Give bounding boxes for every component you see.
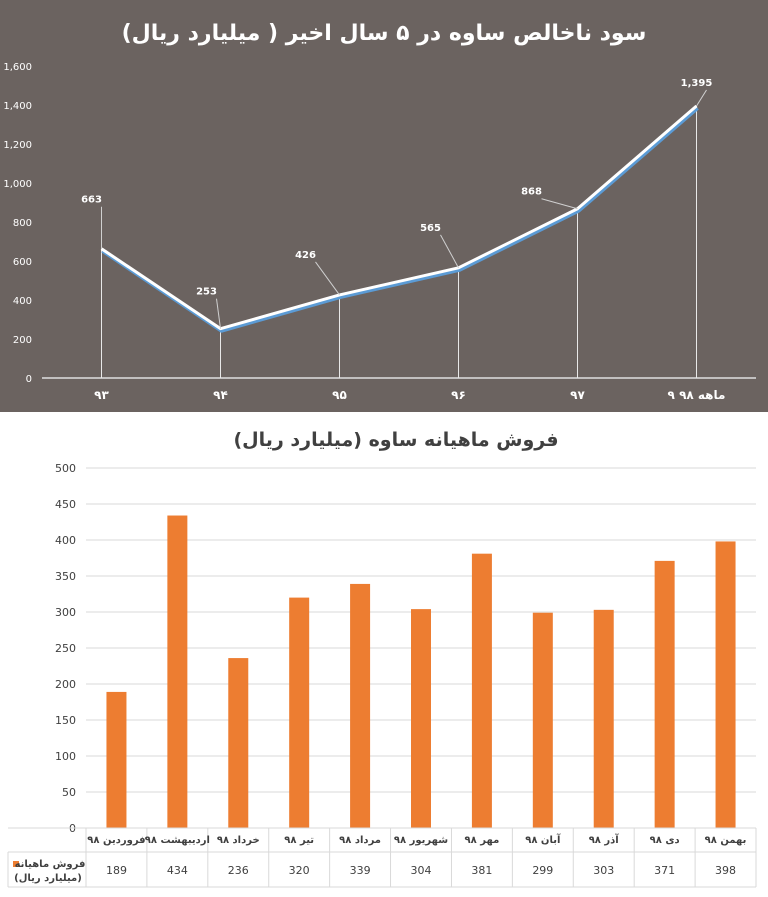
- table-value: 381: [471, 864, 492, 877]
- data-label-leader: [315, 261, 340, 296]
- x-tick-label: ۹۵: [332, 388, 347, 402]
- x-tick-label: اردیبهشت ۹۸: [145, 835, 210, 846]
- y-tick-label: 250: [55, 642, 76, 655]
- table-value: 434: [167, 864, 188, 877]
- sales-bar: [471, 553, 492, 828]
- data-label: 565: [420, 223, 441, 234]
- y-tick-label: 200: [55, 678, 76, 691]
- sales-bar: [228, 658, 249, 828]
- profit-line-shadow: [101, 106, 699, 333]
- table-value: 304: [411, 864, 432, 877]
- y-tick-label: 350: [55, 570, 76, 583]
- y-tick-label: 1,600: [3, 62, 32, 73]
- y-tick-label: 450: [55, 498, 76, 511]
- data-label: 426: [295, 250, 316, 261]
- x-tick-label: مهر ۹۸: [465, 835, 500, 846]
- data-label-leader: [696, 89, 707, 107]
- data-label-leader: [440, 234, 459, 269]
- profit-chart-panel: سود ناخالص ساوه در ۵ سال اخیر ( میلیارد …: [0, 0, 768, 412]
- table-value: 303: [593, 864, 614, 877]
- y-tick-label: 100: [55, 750, 76, 763]
- data-label: 868: [521, 187, 542, 198]
- data-label: 663: [81, 195, 102, 206]
- sales-bar-chart: فروش ماهیانه ساوه (میلیارد ریال) 0501001…: [7, 429, 757, 888]
- legend-label: فروش ماهیانه: [15, 859, 86, 870]
- x-tick-label: فروردین ۹۸: [87, 835, 145, 846]
- table-value: 236: [228, 864, 249, 877]
- sales-bar: [715, 541, 736, 828]
- x-tick-label: آبان ۹۸: [525, 833, 561, 846]
- table-value: 339: [350, 864, 371, 877]
- sales-bar: [532, 612, 553, 828]
- y-tick-label: 1,000: [3, 179, 32, 190]
- y-tick-label: 800: [13, 218, 32, 229]
- x-tick-label: ۹۴: [213, 388, 228, 402]
- x-tick-label: دی ۹۸: [650, 835, 680, 846]
- sales-chart-title: فروش ماهیانه ساوه (میلیارد ریال): [233, 429, 558, 451]
- profit-line-chart: سود ناخالص ساوه در ۵ سال اخیر ( میلیارد …: [3, 21, 756, 402]
- x-tick-label: شهریور ۹۸: [394, 835, 448, 846]
- y-tick-label: 50: [62, 786, 76, 799]
- sales-chart-panel: فروش ماهیانه ساوه (میلیارد ریال) 0501001…: [0, 412, 768, 897]
- y-tick-label: 1,400: [3, 101, 32, 112]
- profit-chart-title: سود ناخالص ساوه در ۵ سال اخیر ( میلیارد …: [122, 21, 647, 46]
- sales-bar: [350, 583, 371, 828]
- y-tick-label: 400: [13, 296, 32, 307]
- x-tick-label: مرداد ۹۸: [339, 835, 381, 846]
- legend-swatch: [13, 861, 19, 867]
- sales-bar: [593, 609, 614, 828]
- data-label-leader: [541, 198, 578, 210]
- x-tick-label: ۹۶: [451, 388, 466, 402]
- x-tick-label: ۹۳: [94, 388, 109, 402]
- profit-line: [100, 104, 698, 331]
- x-tick-label: ۹۷: [570, 388, 585, 402]
- sales-bar: [167, 515, 188, 828]
- y-tick-label: 500: [55, 462, 76, 475]
- table-value: 371: [654, 864, 675, 877]
- legend-label: (میلیارد ریال): [14, 873, 82, 884]
- sales-bar: [411, 609, 431, 828]
- x-tick-label: آذر ۹۸: [589, 833, 620, 846]
- sales-bar: [106, 691, 127, 828]
- sales-bar: [654, 560, 675, 828]
- y-tick-label: 0: [26, 374, 32, 385]
- x-tick-label: ۹ ماهه ۹۸: [668, 388, 726, 402]
- y-tick-label: 150: [55, 714, 76, 727]
- data-label-leader: [216, 298, 221, 329]
- y-tick-label: 200: [13, 335, 32, 346]
- x-tick-label: بهمن ۹۸: [705, 835, 747, 846]
- data-label: 253: [196, 287, 217, 298]
- y-tick-label: 400: [55, 534, 76, 547]
- y-tick-label: 1,200: [3, 140, 32, 151]
- y-tick-label: 300: [55, 606, 76, 619]
- table-value: 189: [106, 864, 127, 877]
- x-tick-label: تیر ۹۸: [284, 835, 314, 846]
- x-tick-label: خرداد ۹۸: [217, 835, 260, 846]
- table-value: 320: [289, 864, 310, 877]
- table-value: 299: [532, 864, 553, 877]
- y-tick-label: 600: [13, 257, 32, 268]
- data-label: 1,395: [681, 78, 713, 89]
- table-value: 398: [715, 864, 736, 877]
- sales-bar: [289, 597, 310, 828]
